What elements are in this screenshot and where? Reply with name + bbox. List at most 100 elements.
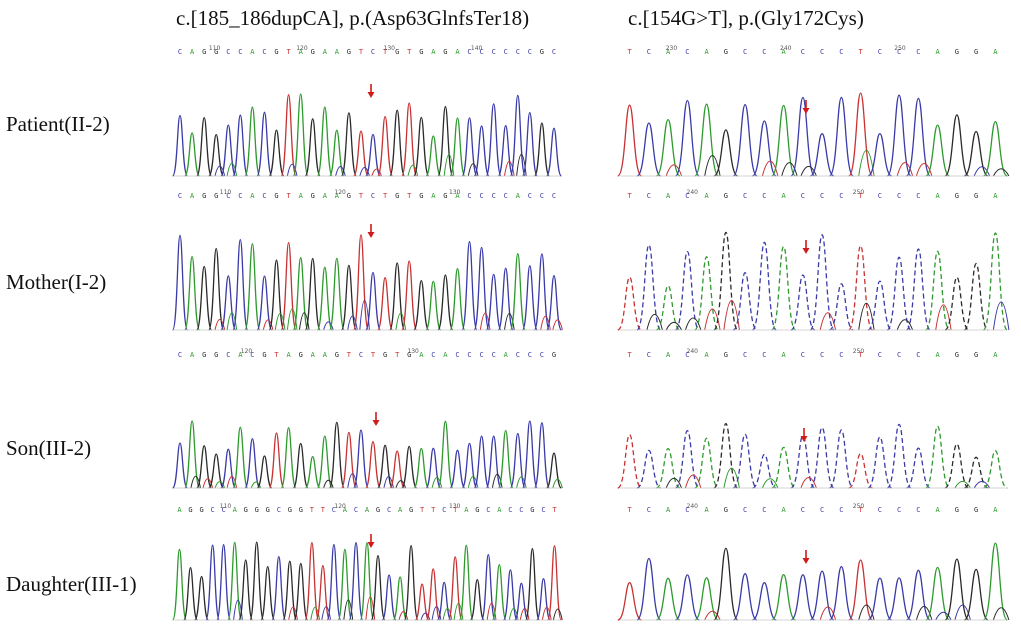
position-label: 120 [241, 348, 253, 355]
base-call: G [407, 351, 411, 359]
trace-minor-peak [992, 607, 1010, 621]
variant-arrow [802, 240, 810, 254]
trace-minor-peak [323, 479, 334, 489]
trace-peak [809, 133, 835, 177]
base-call: T [383, 48, 388, 56]
base-call: C [897, 351, 901, 359]
trace-minor-peak [286, 308, 298, 331]
base-call: A [335, 48, 340, 56]
trace-peak [469, 578, 485, 621]
base-call: T [858, 351, 863, 359]
base-call: C [743, 506, 747, 514]
base-call: A [398, 506, 403, 514]
trace-minor-peak [383, 476, 394, 489]
trace-peak [280, 94, 297, 177]
base-call: C [486, 506, 490, 514]
trace-peak [461, 241, 478, 331]
trace-minor-peak [896, 319, 914, 331]
trace-minor-peak [467, 476, 479, 489]
trace-peak [268, 129, 285, 177]
base-call: C [467, 48, 471, 56]
trace-peak [982, 120, 1008, 177]
trace-minor-peak [298, 312, 310, 331]
trace-minor-peak [323, 321, 334, 331]
trace-peak [771, 446, 796, 489]
trace-peak [293, 562, 309, 621]
base-call: C [916, 48, 920, 56]
row-label-son: Son(III-2) [6, 436, 92, 460]
base-call: A [504, 351, 509, 359]
trace-peak [244, 438, 261, 489]
trace-peak [364, 440, 382, 489]
trace-peak [183, 567, 199, 621]
trace-peak [983, 450, 1008, 489]
base-call: A [323, 351, 328, 359]
trace-peak [655, 447, 681, 489]
trace-peak [617, 582, 642, 621]
trace-peak [533, 122, 551, 177]
base-call: A [666, 192, 671, 200]
base-call: C [839, 506, 843, 514]
position-label: 130 [384, 45, 396, 52]
base-call: C [801, 48, 805, 56]
trace-peak [244, 106, 261, 177]
trace-minor-peak [954, 480, 971, 489]
base-call: A [666, 506, 671, 514]
base-call: G [974, 506, 978, 514]
chromatogram-panel: T C A C A G C C A C C C T C C C A G G A 240 250 [617, 189, 1010, 331]
base-call: A [781, 351, 786, 359]
trace-peak [249, 541, 265, 621]
base-call: G [409, 506, 413, 514]
base-call: G [955, 48, 959, 56]
trace-minor-peak [992, 301, 1010, 331]
trace-minor-peak [704, 308, 721, 331]
trace-minor-peak [371, 168, 382, 177]
trace-peak [886, 577, 912, 621]
base-call: C [743, 48, 747, 56]
base-call: C [277, 506, 281, 514]
base-call: C [354, 506, 358, 514]
base-call: A [190, 48, 195, 56]
trace-minor-peak [915, 162, 933, 177]
chromatogram-panel: T C A C A G C C A C C C T C C C A G G A 240 250 [617, 348, 1008, 489]
trace-minor-peak [226, 475, 238, 489]
trace-peak [473, 435, 490, 489]
trace-minor-peak [541, 606, 552, 621]
trace-peak [183, 420, 201, 489]
base-call: C [647, 506, 651, 514]
base-call: C [916, 192, 920, 200]
trace-peak [497, 125, 514, 177]
position-label: 110 [209, 45, 221, 52]
base-call: A [190, 351, 195, 359]
base-call: C [519, 506, 523, 514]
base-call: C [359, 351, 363, 359]
trace-peak [256, 455, 273, 489]
trace-peak [524, 548, 540, 621]
trace-peak [867, 280, 893, 331]
base-call: C [801, 351, 805, 359]
trace-peak [497, 429, 514, 489]
base-call: C [801, 192, 805, 200]
base-call: C [492, 192, 496, 200]
trace-peak [232, 238, 249, 331]
variant-arrow [367, 84, 375, 98]
base-call: T [383, 192, 388, 200]
trace-peak [546, 545, 562, 621]
trace-peak [963, 263, 989, 331]
trace-peak [183, 255, 201, 331]
base-call: A [993, 506, 998, 514]
base-call: A [455, 48, 460, 56]
trace-peak [256, 111, 273, 177]
trace-minor-peak [684, 317, 702, 331]
trace-peak [848, 452, 873, 489]
trace-peak [521, 420, 538, 489]
base-call: C [878, 48, 882, 56]
trace-peak [867, 132, 893, 177]
trace-minor-peak [395, 480, 407, 489]
